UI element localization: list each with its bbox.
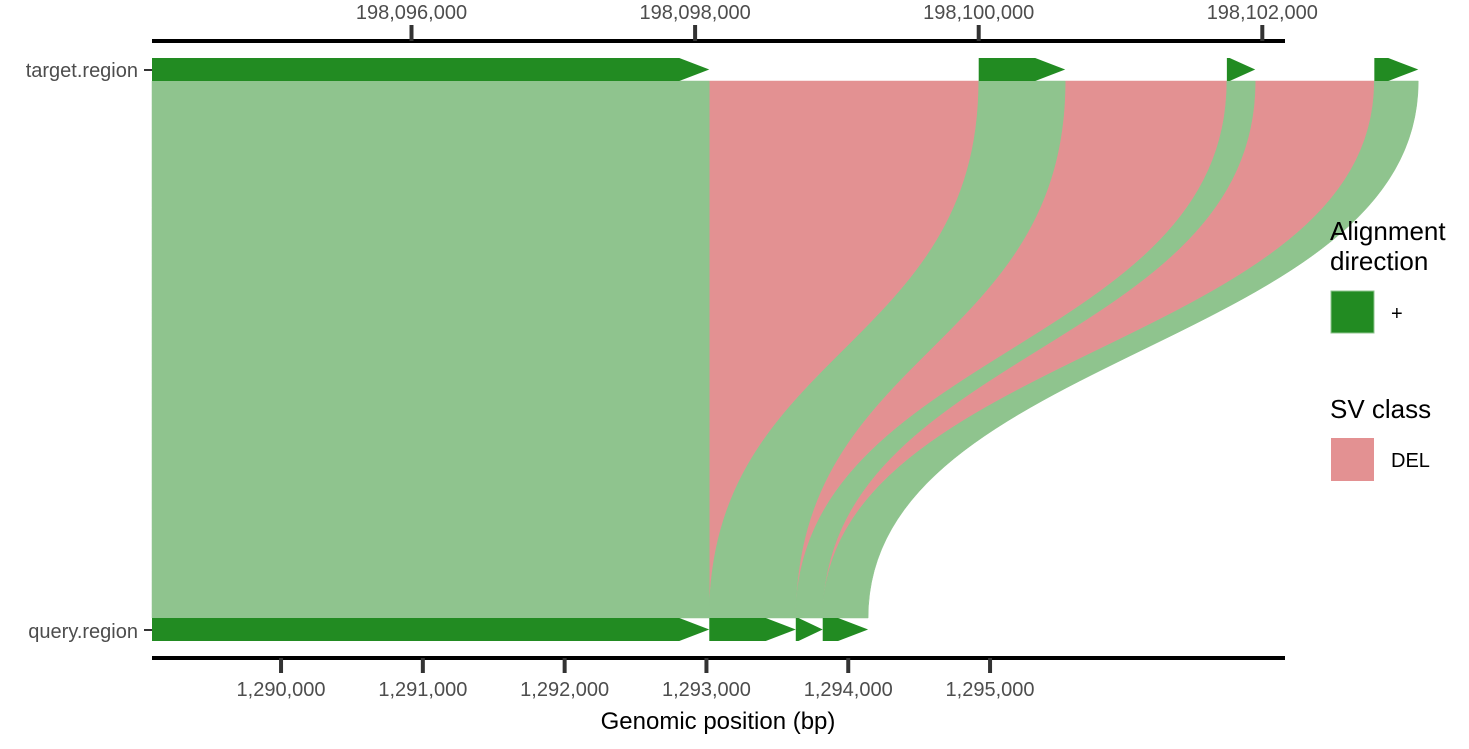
query-alignment-block-3	[795, 618, 823, 641]
query-alignment-block-4	[822, 618, 869, 641]
query-tick-label-3: 1,292,000	[520, 679, 609, 701]
query-alignment-block-1	[152, 618, 710, 641]
target-alignment-block-1	[152, 58, 710, 81]
row-label-target: target.region	[26, 60, 138, 82]
target-tick-label-2: 198,098,000	[639, 2, 750, 24]
legend-alignment-swatch	[1330, 290, 1375, 334]
target-tick-label-4: 198,102,000	[1207, 2, 1318, 24]
alignment-block-layer	[152, 58, 1419, 641]
legend-alignment-label: +	[1391, 303, 1403, 325]
query-tick-label-5: 1,294,000	[804, 679, 893, 701]
target-tick-label-1: 198,096,000	[356, 2, 467, 24]
legend-sv-swatch	[1331, 438, 1374, 481]
alignment-ribbon-4	[822, 80, 1419, 619]
legend-sv-label: DEL	[1391, 450, 1430, 472]
target-alignment-block-2	[978, 58, 1066, 81]
query-tick-label-2: 1,291,000	[378, 679, 467, 701]
ribbon-layer	[151, 80, 1419, 619]
legend: Alignment direction + SV class DEL	[1330, 216, 1446, 481]
x-axis-title: Genomic position (bp)	[601, 708, 836, 735]
query-tick-label-4: 1,293,000	[662, 679, 751, 701]
legend-sv-title: SV class	[1330, 394, 1431, 424]
query-alignment-block-2	[709, 618, 796, 641]
alignment-ribbon-1	[151, 80, 710, 619]
target-alignment-block-4	[1374, 58, 1419, 81]
axes-layer: 198,096,000 198,098,000 198,100,000 198,102…	[144, 2, 1318, 701]
target-tick-label-3: 198,100,000	[923, 2, 1034, 24]
target-alignment-block-3	[1226, 58, 1256, 81]
query-tick-label-1: 1,290,000	[237, 679, 326, 701]
legend-alignment-title: Alignment direction	[1330, 216, 1446, 276]
query-tick-label-6: 1,295,000	[946, 679, 1035, 701]
row-label-query: query.region	[28, 621, 138, 643]
